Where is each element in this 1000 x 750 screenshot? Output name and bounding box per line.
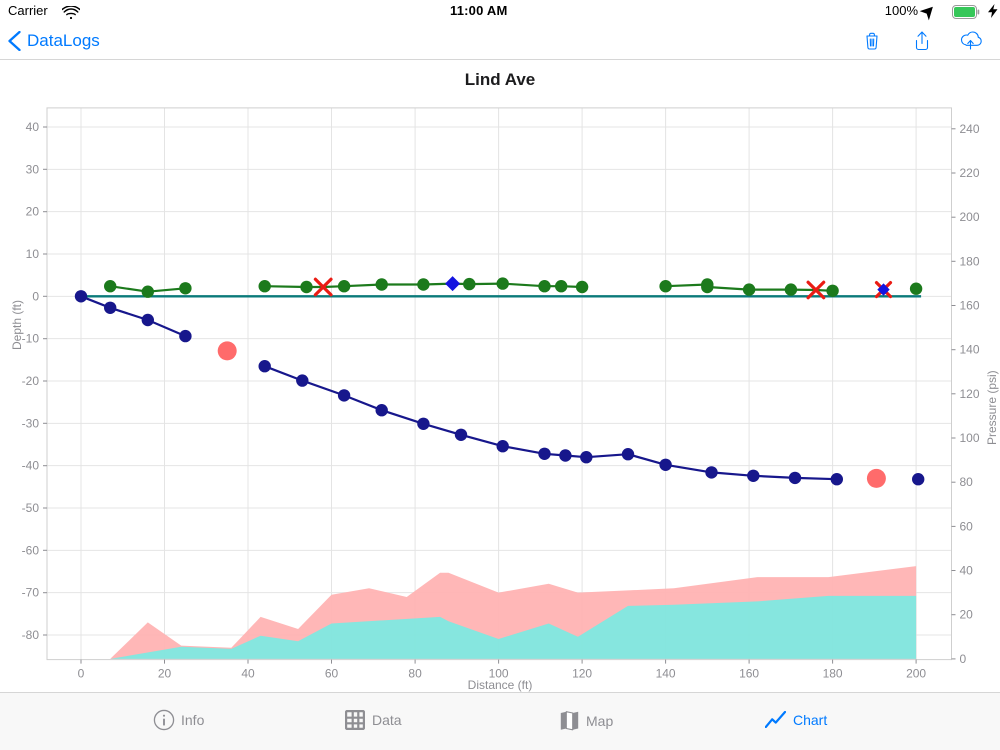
svg-text:220: 220 (960, 166, 980, 180)
svg-text:-70: -70 (22, 586, 40, 600)
svg-text:10: 10 (26, 247, 40, 261)
svg-text:180: 180 (960, 254, 980, 268)
svg-text:-20: -20 (22, 374, 40, 388)
svg-text:30: 30 (26, 162, 40, 176)
svg-text:200: 200 (960, 210, 980, 224)
svg-text:-80: -80 (22, 628, 40, 642)
svg-text:80: 80 (960, 475, 974, 489)
svg-text:-30: -30 (22, 416, 40, 430)
svg-text:100: 100 (960, 431, 980, 445)
svg-text:-40: -40 (22, 459, 40, 473)
svg-text:-50: -50 (22, 501, 40, 515)
svg-text:0: 0 (960, 652, 967, 666)
svg-text:40: 40 (26, 120, 40, 134)
svg-text:240: 240 (960, 122, 980, 136)
svg-text:-10: -10 (22, 332, 40, 346)
svg-text:120: 120 (960, 387, 980, 401)
svg-text:20: 20 (960, 608, 974, 622)
svg-text:40: 40 (960, 564, 974, 578)
svg-text:20: 20 (26, 205, 40, 219)
svg-text:60: 60 (960, 519, 974, 533)
svg-text:140: 140 (960, 343, 980, 357)
svg-text:160: 160 (960, 299, 980, 313)
svg-text:0: 0 (32, 289, 39, 303)
svg-text:-60: -60 (22, 543, 40, 557)
